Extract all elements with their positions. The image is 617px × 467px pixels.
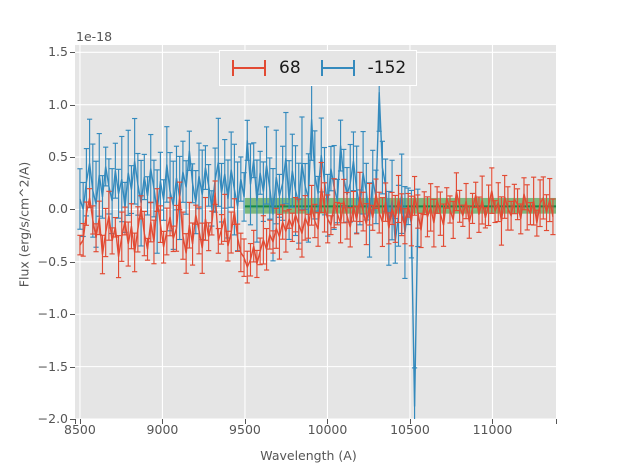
x-tick-label: 10000 (307, 422, 348, 437)
errorbar-icon (232, 60, 266, 76)
x-tick-label: 9000 (146, 422, 179, 437)
y-tick-mark (70, 366, 75, 368)
y-tick-label: 1.0 (48, 96, 68, 112)
y-tick-mark (70, 419, 75, 420)
grid-lines (75, 45, 556, 419)
y-axis-ticks: −2.0 −1.5 −1.0 −0.5 0.0 0.5 1.0 1.5 (0, 0, 75, 467)
axis-corner-tick (75, 419, 76, 424)
y-tick-mark (70, 209, 75, 211)
x-tick-label: 10500 (390, 422, 430, 437)
x-tick-mark (327, 419, 329, 424)
axis-corner-tick (556, 419, 557, 424)
y-tick-mark (70, 314, 75, 316)
y-axis-label: Flux (erg/s/cm^2/A) (16, 161, 32, 288)
y-tick-label: 0.0 (48, 201, 68, 217)
x-tick-mark (162, 419, 164, 424)
plot-area (75, 45, 556, 419)
y-tick-label: 1.5 (48, 44, 68, 60)
x-tick-label: 8500 (64, 422, 96, 437)
x-tick-mark (244, 419, 246, 424)
legend-label: -152 (367, 57, 407, 78)
x-tick-mark (79, 419, 81, 424)
legend-label: 68 (279, 57, 301, 78)
y-tick-label: −1.5 (37, 358, 68, 374)
y-tick-label: 0.5 (48, 148, 68, 164)
legend[interactable]: 68 -152 (219, 50, 418, 86)
y-tick-mark (70, 52, 75, 54)
y-tick-mark (70, 157, 75, 159)
y-tick-label: −0.5 (37, 253, 68, 269)
errorbar-icon (320, 60, 355, 76)
y-tick-label: −2.0 (37, 410, 68, 426)
series--152 (77, 52, 421, 419)
data-series-layer (77, 52, 556, 419)
y-axis-offset-text: 1e-18 (76, 29, 113, 44)
x-axis-label: Wavelength (A) (260, 448, 357, 463)
y-tick-mark (70, 261, 75, 263)
series-68 (77, 161, 556, 284)
x-tick-mark (492, 419, 494, 424)
y-tick-mark (70, 104, 75, 106)
legend-entry--152[interactable]: -152 (317, 57, 407, 79)
y-tick-label: −1.0 (37, 305, 68, 321)
x-tick-label: 11000 (472, 422, 513, 437)
x-tick-mark (409, 419, 411, 424)
x-tick-label: 9500 (229, 422, 261, 437)
legend-entry-68[interactable]: 68 (228, 57, 301, 79)
